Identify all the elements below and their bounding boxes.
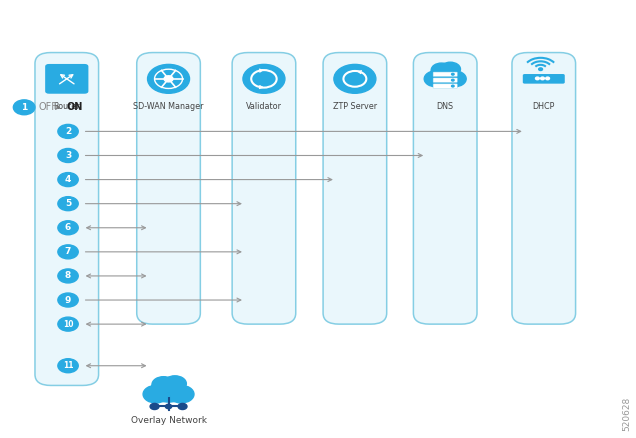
Text: 1: 1 [21, 103, 27, 112]
Circle shape [440, 62, 460, 76]
Circle shape [151, 378, 186, 402]
Circle shape [164, 76, 173, 82]
Circle shape [178, 403, 187, 410]
Text: 5: 5 [65, 199, 71, 208]
FancyBboxPatch shape [232, 53, 296, 324]
Circle shape [148, 64, 190, 93]
Circle shape [58, 359, 78, 373]
Circle shape [150, 403, 159, 410]
Circle shape [13, 100, 35, 115]
Text: 520628: 520628 [622, 397, 631, 431]
Circle shape [424, 71, 447, 87]
FancyBboxPatch shape [35, 53, 99, 385]
Circle shape [58, 293, 78, 307]
Text: 8: 8 [65, 272, 71, 280]
Circle shape [430, 65, 460, 86]
Text: Router: Router [53, 102, 80, 111]
FancyBboxPatch shape [433, 72, 457, 76]
Bar [427, 75, 463, 83]
Circle shape [334, 64, 376, 93]
FancyBboxPatch shape [323, 53, 387, 324]
Circle shape [539, 68, 543, 71]
Circle shape [452, 79, 454, 81]
Bar [149, 386, 188, 395]
Circle shape [58, 245, 78, 259]
Text: OFF: OFF [38, 102, 57, 112]
FancyBboxPatch shape [523, 74, 565, 84]
FancyBboxPatch shape [413, 53, 477, 324]
Circle shape [58, 221, 78, 235]
Circle shape [165, 392, 172, 396]
Circle shape [443, 71, 466, 87]
Circle shape [546, 77, 550, 80]
Circle shape [58, 317, 78, 331]
Circle shape [152, 377, 175, 392]
Circle shape [58, 269, 78, 283]
Text: 11: 11 [63, 361, 73, 370]
Text: DNS: DNS [437, 102, 453, 111]
Text: 10: 10 [63, 320, 73, 328]
Circle shape [169, 385, 194, 403]
Circle shape [143, 385, 169, 403]
Circle shape [541, 77, 544, 80]
Text: ZTP Server: ZTP Server [333, 102, 377, 111]
Circle shape [536, 77, 539, 80]
Circle shape [58, 148, 78, 162]
Text: 4: 4 [65, 175, 71, 184]
Circle shape [165, 404, 172, 409]
Text: 7: 7 [65, 247, 71, 256]
Circle shape [163, 376, 186, 392]
FancyBboxPatch shape [433, 78, 457, 82]
FancyBboxPatch shape [137, 53, 200, 324]
Text: 6: 6 [65, 223, 71, 232]
Text: 2: 2 [65, 127, 71, 136]
Circle shape [243, 64, 285, 93]
Circle shape [431, 63, 452, 77]
Circle shape [452, 85, 454, 87]
Circle shape [452, 74, 454, 75]
Text: ON: ON [67, 102, 83, 112]
FancyBboxPatch shape [45, 64, 88, 94]
Text: 9: 9 [65, 296, 71, 304]
FancyBboxPatch shape [512, 53, 576, 324]
Text: Overlay Network: Overlay Network [130, 416, 207, 425]
Circle shape [58, 124, 78, 138]
Circle shape [58, 173, 78, 187]
FancyBboxPatch shape [433, 84, 457, 88]
Text: DHCP: DHCP [532, 102, 555, 111]
Circle shape [58, 197, 78, 211]
Text: 3: 3 [65, 151, 71, 160]
Text: Validator: Validator [246, 102, 282, 111]
Text: SD-WAN Manager: SD-WAN Manager [134, 102, 204, 111]
